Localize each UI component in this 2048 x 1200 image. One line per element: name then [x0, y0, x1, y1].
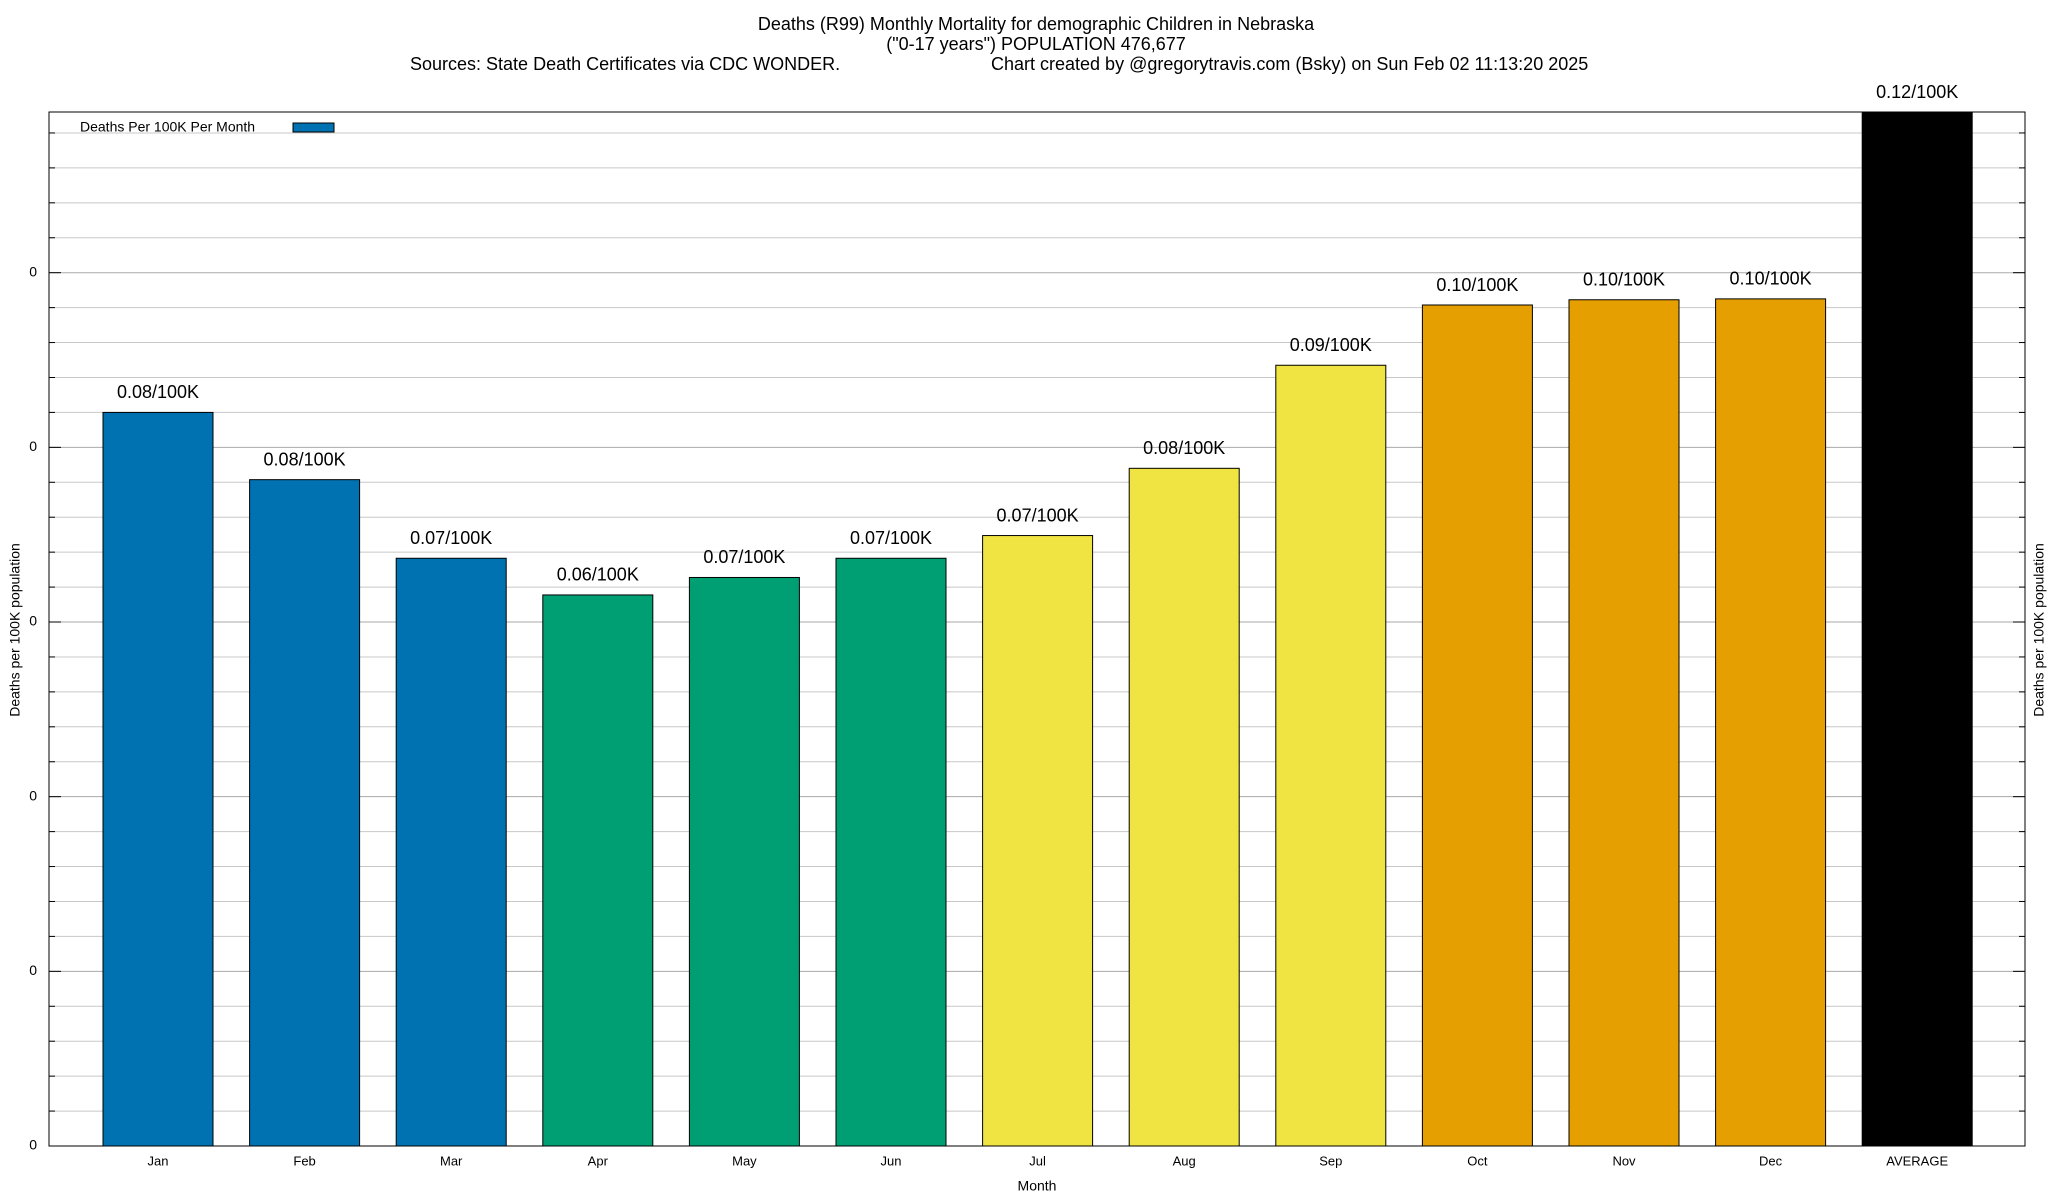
bar	[542, 594, 654, 1146]
value-label: 0.08/100K	[264, 449, 346, 469]
y-tick-label: 0	[29, 962, 37, 978]
y-tick-label: 0	[29, 263, 37, 279]
value-label: 0.10/100K	[1730, 269, 1812, 289]
bar	[982, 535, 1094, 1146]
value-label: 0.07/100K	[850, 528, 932, 548]
value-label: 0.10/100K	[1583, 270, 1665, 290]
value-label: 0.07/100K	[997, 505, 1079, 525]
bar	[1715, 298, 1827, 1146]
bar	[1128, 467, 1240, 1146]
x-tick-label: Sep	[1319, 1153, 1342, 1168]
x-tick-label: Jul	[1029, 1153, 1046, 1168]
legend-swatch	[292, 122, 335, 133]
value-label: 0.10/100K	[1436, 275, 1518, 295]
value-label: 0.06/100K	[557, 565, 639, 585]
chart-title: Deaths (R99) Monthly Mortality for demog…	[758, 14, 1315, 34]
x-tick-label: AVERAGE	[1886, 1153, 1948, 1168]
plot-frame	[48, 111, 2026, 1147]
value-label: 0.08/100K	[1143, 438, 1225, 458]
x-tick-label: Dec	[1759, 1153, 1783, 1168]
y2-axis-label: Deaths per 100K population	[2031, 543, 2047, 717]
credit: Chart created by @gregorytravis.com (Bsk…	[991, 54, 1588, 74]
bar	[1861, 112, 1973, 1146]
y-axis-label: Deaths per 100K population	[7, 543, 23, 717]
x-tick-label: Mar	[440, 1153, 463, 1168]
x-tick-label: Jan	[148, 1153, 169, 1168]
value-label: 0.07/100K	[703, 547, 785, 567]
bars	[102, 112, 1973, 1146]
x-tick-label: Aug	[1173, 1153, 1196, 1168]
bar	[1568, 299, 1680, 1146]
legend-label: Deaths Per 100K Per Month	[80, 119, 255, 135]
bar	[395, 557, 507, 1146]
y-tick-label: 0	[29, 438, 37, 454]
y-tick-label: 0	[29, 613, 37, 629]
bar	[102, 411, 214, 1146]
chart-subtitle: ("0-17 years") POPULATION 476,677	[886, 34, 1186, 54]
value-label: 0.09/100K	[1290, 335, 1372, 355]
bar	[1275, 364, 1387, 1146]
value-label: 0.12/100K	[1876, 82, 1958, 102]
y-tick-label: 0	[29, 1137, 37, 1153]
bar	[688, 576, 800, 1146]
bar	[835, 557, 947, 1146]
value-label: 0.08/100K	[117, 382, 199, 402]
x-tick-label: May	[732, 1153, 757, 1168]
x-tick-label: Apr	[588, 1153, 609, 1168]
y-tick-label: 0	[29, 787, 37, 803]
bar	[1421, 304, 1533, 1146]
x-tick-label: Nov	[1612, 1153, 1636, 1168]
x-axis-label: Month	[1018, 1178, 1057, 1194]
x-tick-label: Oct	[1467, 1153, 1488, 1168]
bar	[249, 479, 361, 1146]
x-tick-label: Feb	[293, 1153, 315, 1168]
value-label: 0.07/100K	[410, 528, 492, 548]
x-tick-label: Jun	[881, 1153, 902, 1168]
source: Sources: State Death Certificates via CD…	[410, 54, 840, 74]
